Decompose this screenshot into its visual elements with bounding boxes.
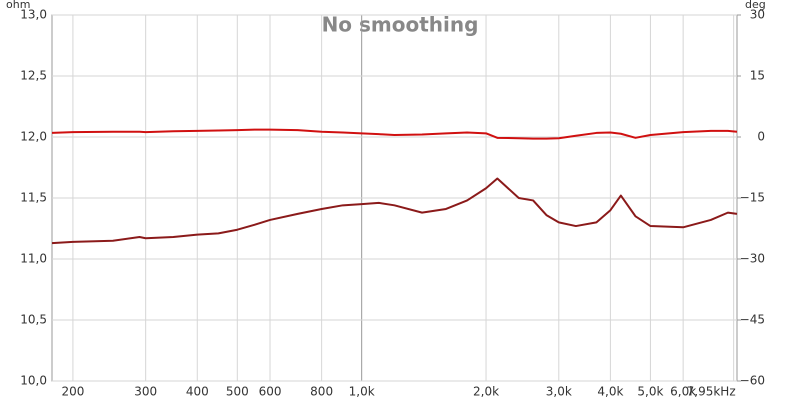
y2-tick-label: 30 (750, 8, 765, 22)
x-tick-label: 800 (310, 385, 333, 399)
y-tick-label: 13,0 (20, 8, 47, 22)
x-tick-label: 6,0k (670, 385, 696, 399)
y2-tick-label: 15 (750, 69, 765, 83)
y-tick-label: 12,0 (20, 130, 47, 144)
y-axis-label: ohm (6, 0, 30, 11)
x-tick-label: 4,0k (597, 385, 623, 399)
x-tick-label: 300 (134, 385, 157, 399)
series-line (51, 128, 738, 140)
y-tick-label: 12,5 (20, 69, 47, 83)
y2-tick-label: −30 (740, 252, 765, 266)
x-tick-label: 7,95kHz (687, 385, 736, 399)
x-tick-label: 200 (61, 385, 84, 399)
y2-tick-label: −60 (740, 374, 765, 388)
y2-tick-label: −15 (740, 191, 765, 205)
y2-tick-label: 0 (757, 130, 765, 144)
x-tick-label: 600 (259, 385, 282, 399)
y2-axis-label: deg (745, 0, 766, 11)
x-tick-label: 5,0k (637, 385, 663, 399)
y-tick-label: 10,5 (20, 313, 47, 327)
y-tick-label: 11,0 (20, 252, 47, 266)
x-tick-label: 2,0k (473, 385, 499, 399)
x-tick-label: 400 (186, 385, 209, 399)
y2-tick-label: −45 (740, 313, 765, 327)
x-tick-label: 500 (226, 385, 249, 399)
y-tick-label: 10,0 (20, 374, 47, 388)
y-tick-label: 11,5 (20, 191, 47, 205)
chart-title: No smoothing (322, 13, 479, 37)
series-line (51, 177, 738, 245)
x-tick-label: 1,0k (349, 385, 375, 399)
x-tick-label: 3,0k (546, 385, 572, 399)
